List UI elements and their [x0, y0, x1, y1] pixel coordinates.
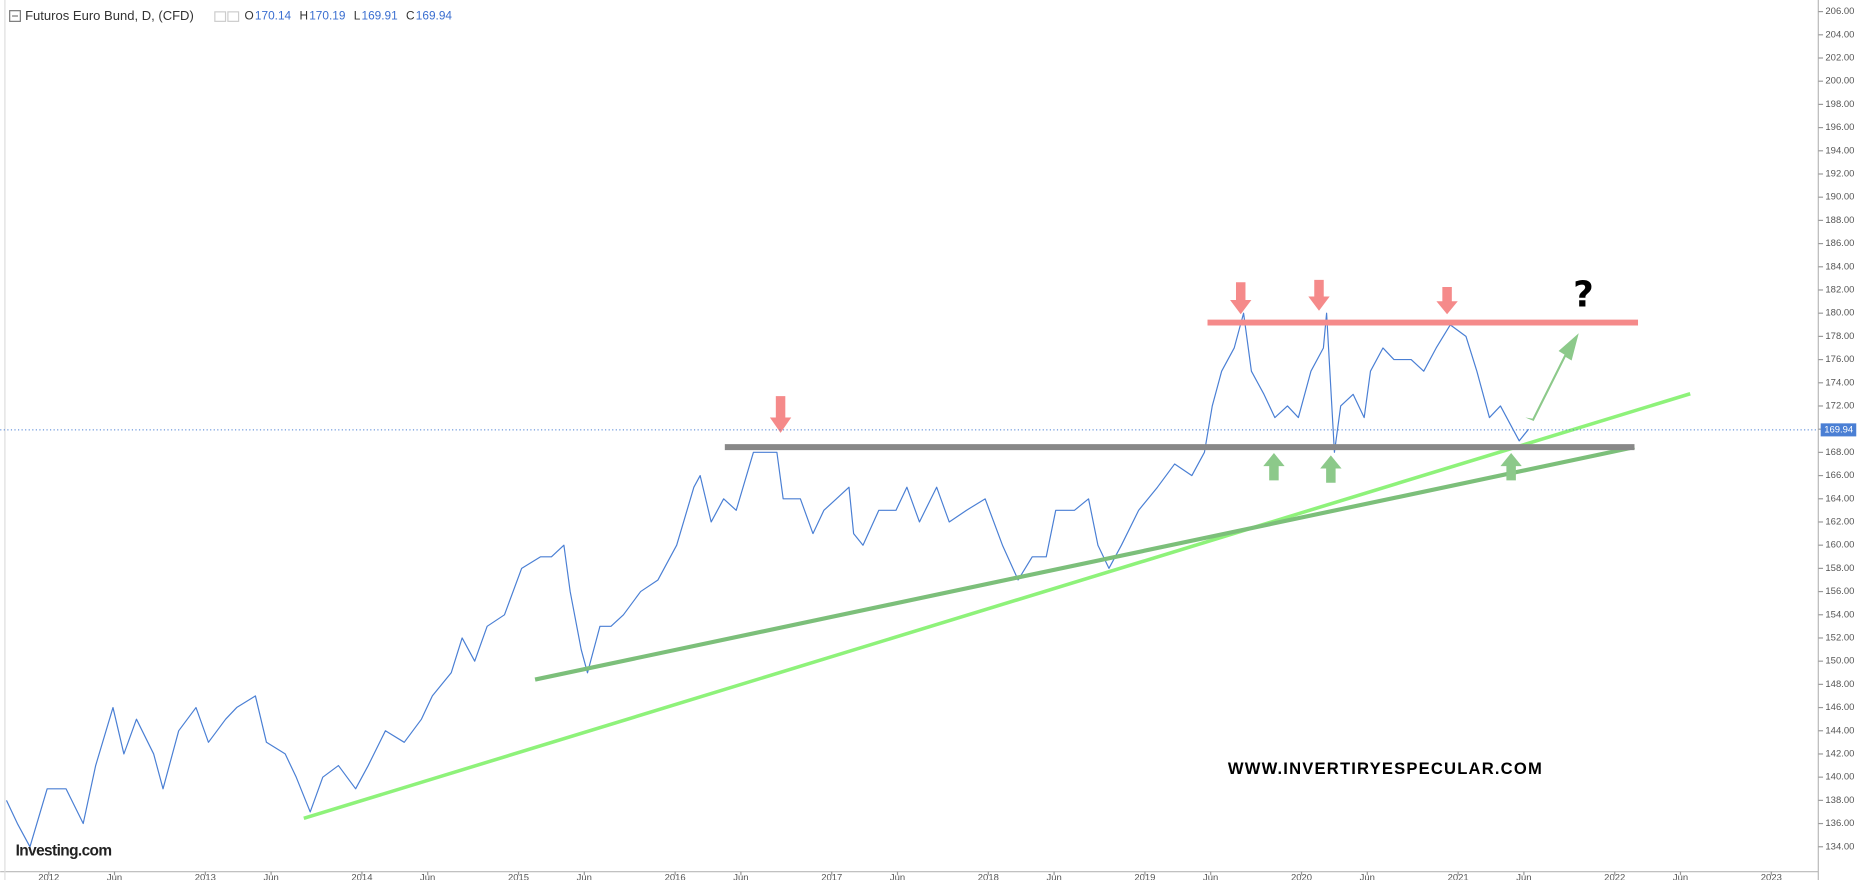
down-arrows	[769, 279, 1458, 433]
ohlc-key: O	[245, 9, 254, 23]
settings-icon[interactable]	[227, 11, 240, 22]
arrow	[1500, 453, 1522, 481]
y-tick-label: 188.00	[1825, 215, 1854, 226]
x-tick-label: 2014	[351, 873, 372, 880]
x-tick-label: 2019	[1134, 873, 1155, 880]
y-tick-label: 156.00	[1825, 586, 1854, 597]
settings-icon[interactable]	[214, 11, 227, 22]
ohlc-key: H	[299, 9, 308, 23]
y-tick-label: 196.00	[1825, 122, 1854, 133]
x-tick-label: Jun	[420, 873, 435, 880]
y-tick-label: 142.00	[1825, 748, 1854, 759]
y-tick-label: 178.00	[1825, 331, 1854, 342]
y-tick-label: 172.00	[1825, 400, 1854, 411]
trendline	[303, 392, 1691, 821]
last-price-box	[1820, 423, 1857, 437]
price-line	[5, 312, 1530, 848]
x-tick-label: Jun	[1203, 873, 1218, 880]
y-tick-label: 180.00	[1825, 308, 1854, 319]
arrow	[1525, 333, 1579, 422]
y-tick-label: 166.00	[1825, 470, 1854, 481]
ohlc-key: L	[354, 9, 361, 23]
y-tick-label: 148.00	[1825, 679, 1854, 690]
y-tick-label: 168.00	[1825, 447, 1854, 458]
arrow	[1308, 279, 1330, 311]
x-tick-label: Jun	[733, 873, 748, 880]
last-price-label: 169.94	[1824, 424, 1853, 435]
ohlc-value: 170.19	[309, 9, 346, 23]
y-tick-label: 154.00	[1825, 609, 1854, 620]
arrow	[1436, 287, 1458, 315]
y-tick-label: 138.00	[1825, 795, 1854, 806]
trendline	[534, 445, 1635, 682]
y-tick-label: 162.00	[1825, 516, 1854, 527]
y-tick-label: 190.00	[1825, 192, 1854, 203]
x-tick-label: Jun	[1673, 873, 1688, 880]
y-tick-label: 134.00	[1825, 841, 1854, 852]
y-tick-label: 200.00	[1825, 76, 1854, 87]
y-tick-label: 146.00	[1825, 702, 1854, 713]
arrow	[1320, 455, 1342, 483]
annotation: ?	[1573, 274, 1594, 315]
y-tick-label: 194.00	[1825, 145, 1854, 156]
x-tick-label: 2016	[665, 873, 686, 880]
x-tick-label: 2022	[1604, 873, 1625, 880]
x-tick-label: 2020	[1291, 873, 1312, 880]
arrow	[769, 396, 792, 433]
x-tick-label: 2023	[1761, 873, 1782, 880]
logo: Investing.com	[16, 843, 112, 860]
x-tick-label: 2021	[1448, 873, 1469, 880]
y-tick-label: 204.00	[1825, 29, 1854, 40]
y-tick-label: 182.00	[1825, 284, 1854, 295]
y-tick-label: 152.00	[1825, 632, 1854, 643]
y-tick-label: 184.00	[1825, 261, 1854, 272]
x-tick-label: 2017	[821, 873, 842, 880]
y-tick-label: 164.00	[1825, 493, 1854, 504]
x-tick-label: 2015	[508, 873, 529, 880]
x-tick-label: 2012	[38, 873, 59, 880]
y-tick-label: 136.00	[1825, 818, 1854, 829]
x-tick-label: Jun	[107, 873, 122, 880]
x-tick-label: Jun	[1360, 873, 1375, 880]
ohlc-value: 170.14	[255, 9, 292, 23]
x-tick-label: Jun	[890, 873, 905, 880]
x-tick-label: Jun	[577, 873, 592, 880]
y-tick-label: 186.00	[1825, 238, 1854, 249]
y-tick-label: 176.00	[1825, 354, 1854, 365]
y-tick-label: 198.00	[1825, 99, 1854, 110]
x-tick-label: Jun	[1046, 873, 1061, 880]
ohlc-value: 169.91	[362, 9, 399, 23]
y-tick-label: 144.00	[1825, 725, 1854, 736]
x-tick-label: 2018	[978, 873, 999, 880]
arrow	[1230, 282, 1252, 315]
y-tick-label: 202.00	[1825, 52, 1854, 63]
y-tick-label: 206.00	[1825, 6, 1854, 17]
y-tick-label: 158.00	[1825, 563, 1854, 574]
x-tick-label: Jun	[1516, 873, 1531, 880]
x-tick-label: Jun	[263, 873, 278, 880]
y-tick-label: 160.00	[1825, 540, 1854, 551]
arrow	[1263, 453, 1285, 481]
y-tick-label: 192.00	[1825, 168, 1854, 179]
y-tick-label: 174.00	[1825, 377, 1854, 388]
ohlc-key: C	[406, 9, 415, 23]
collapse-icon[interactable]	[9, 10, 21, 22]
y-tick-label: 140.00	[1825, 772, 1854, 783]
x-tick-label: 2013	[195, 873, 216, 880]
symbol-title: Futuros Euro Bund, D, (CFD)	[25, 8, 194, 23]
ohlc-legend: O 170.14 H 170.19 L 169.91 C 169.94	[245, 9, 453, 23]
y-tick-label: 150.00	[1825, 656, 1854, 667]
ohlc-value: 169.94	[416, 9, 453, 23]
up-arrows	[1263, 333, 1579, 483]
watermark: WWW.INVERTIRYESPECULAR.COM	[1228, 759, 1543, 778]
